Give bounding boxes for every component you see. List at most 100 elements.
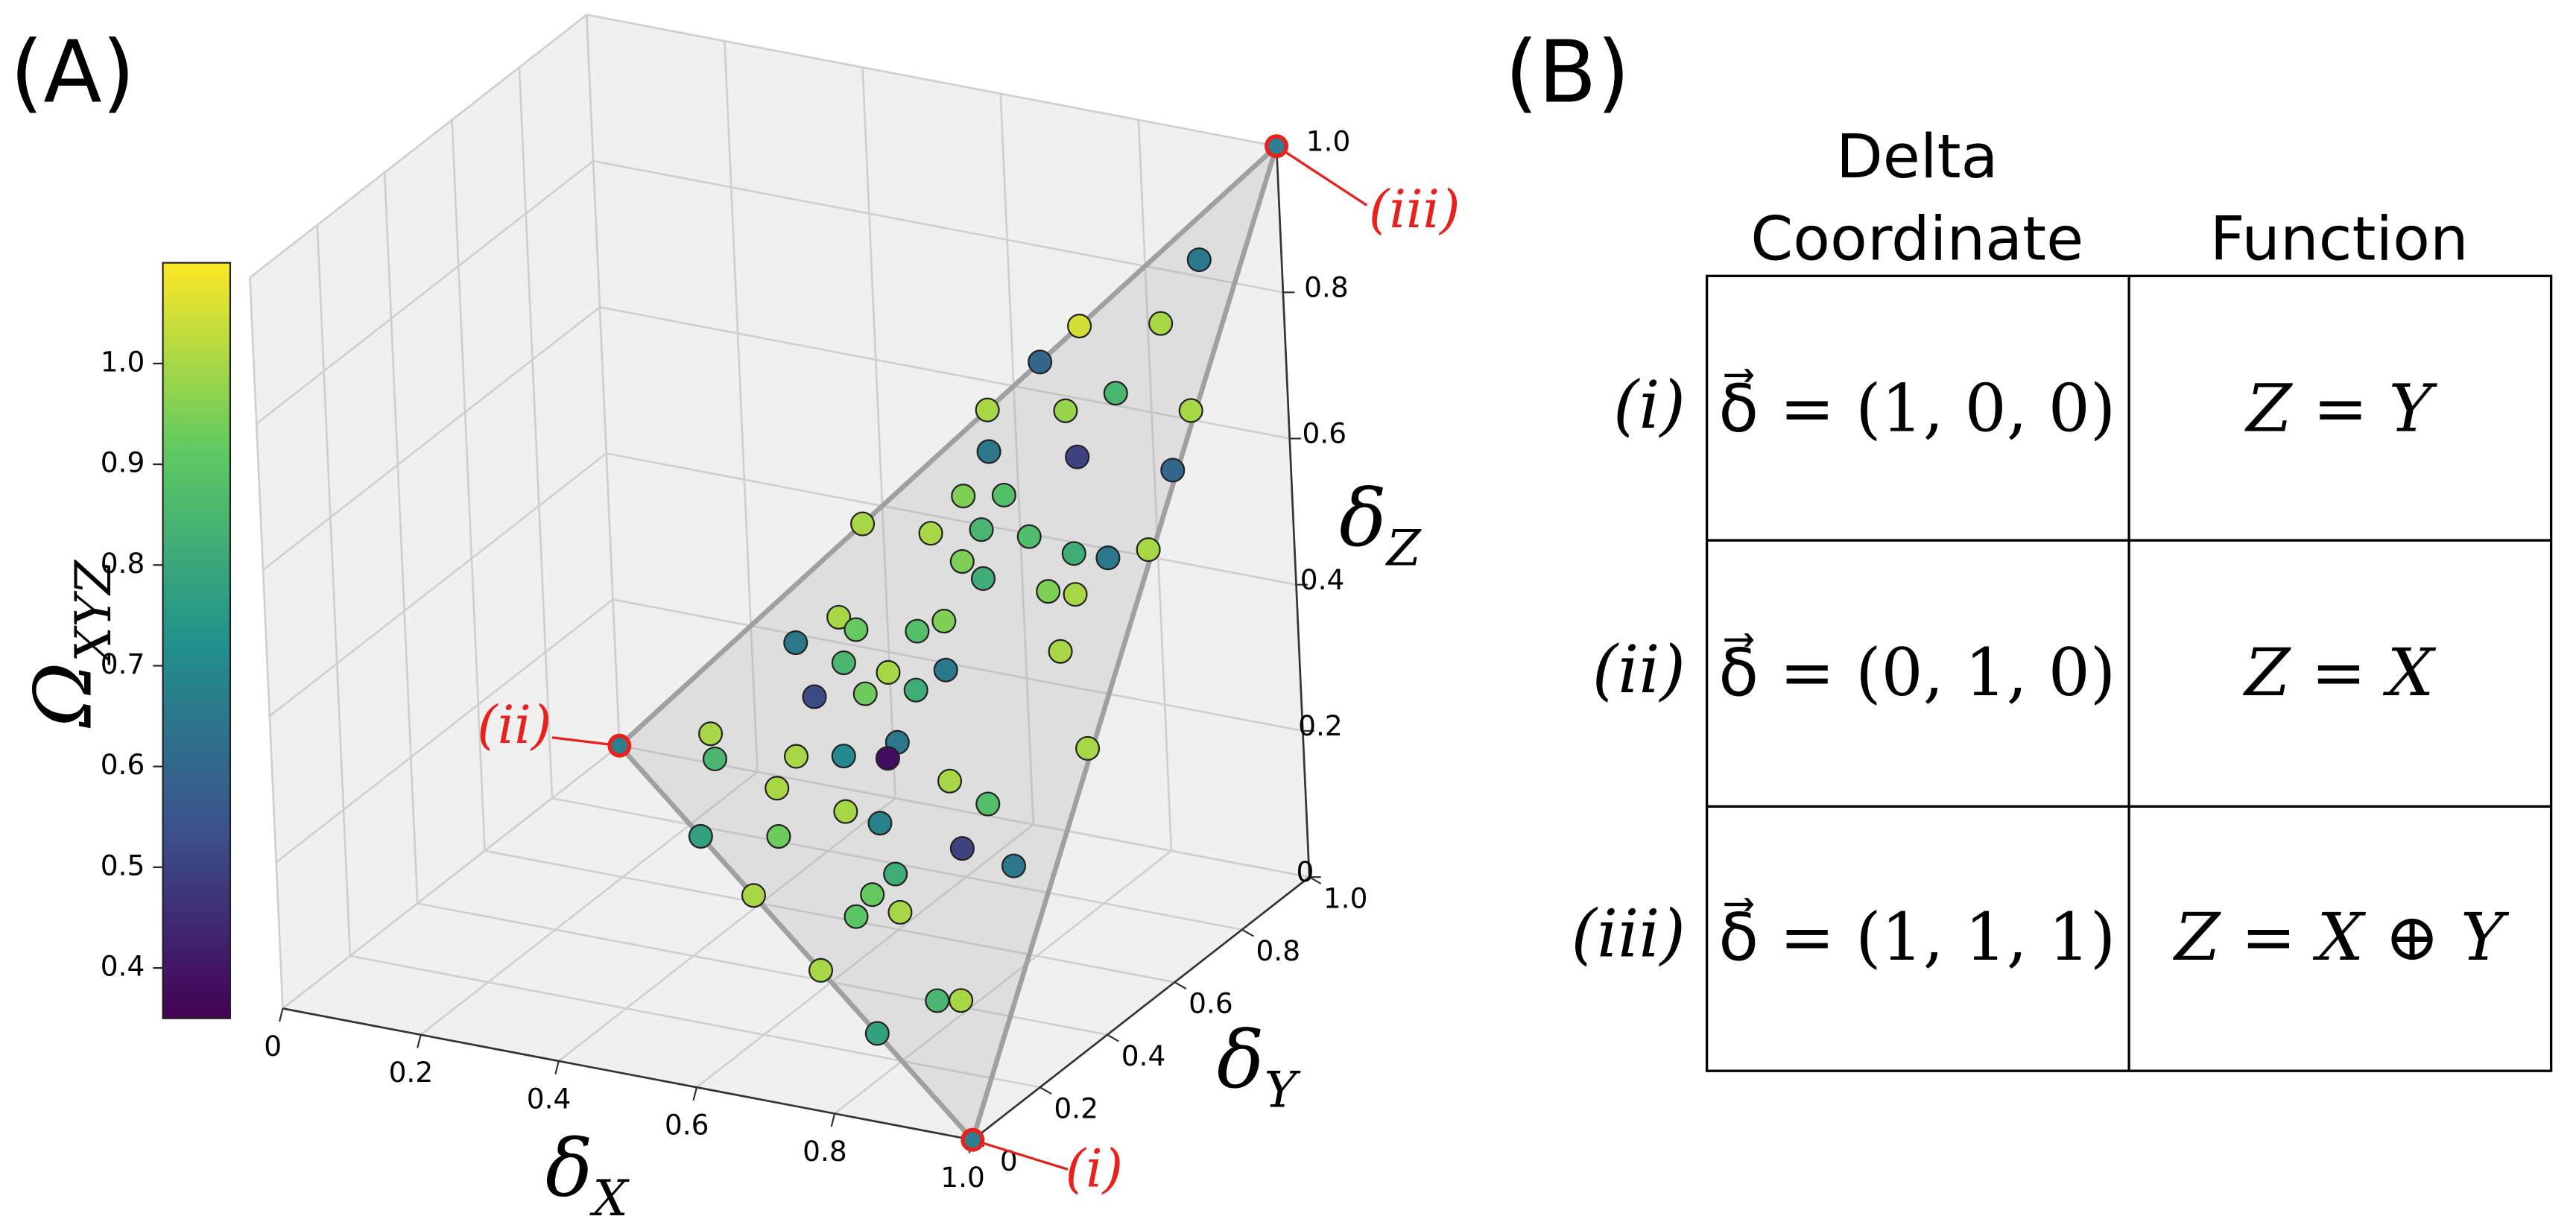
y-tick-label: 1.0 [1323, 881, 1368, 914]
grid-line [557, 797, 896, 1063]
row-label: (i) [1613, 367, 1686, 443]
colorbar-tick-label: 1.0 [101, 345, 145, 378]
annotation-line [1276, 145, 1368, 206]
point [844, 904, 869, 929]
point [949, 549, 975, 574]
row-label: (ii) [1592, 631, 1686, 708]
tick-mark [1107, 1033, 1120, 1042]
point [933, 657, 958, 683]
x-axis-label-subscript: X [589, 1170, 630, 1222]
point [1095, 545, 1121, 571]
tick-mark [1174, 981, 1187, 990]
point [925, 988, 950, 1013]
point [918, 521, 943, 546]
point [949, 836, 975, 861]
point [991, 482, 1016, 508]
cell: Z = Y [2244, 370, 2438, 446]
point [784, 744, 809, 769]
grid-line [696, 823, 1034, 1089]
x-axis [282, 1007, 973, 1142]
y-axis-label: δY [1217, 1014, 1301, 1118]
point [741, 883, 766, 908]
grid-line [1137, 119, 1173, 851]
point [831, 744, 856, 769]
point [860, 882, 885, 908]
point [1065, 444, 1090, 469]
point [883, 861, 908, 887]
point [802, 684, 827, 709]
z-tick-label: 1.0 [1306, 124, 1351, 157]
point [905, 618, 930, 644]
point [970, 566, 996, 591]
point [1036, 579, 1061, 604]
vertex-marker [1265, 134, 1289, 159]
point [1136, 537, 1161, 563]
point [887, 899, 913, 925]
x-axis-label-symbol: δ [545, 1123, 593, 1215]
x-tick-label: 0.6 [665, 1109, 709, 1142]
point [1148, 311, 1174, 336]
grid-line [269, 452, 607, 718]
tick-mark [830, 1113, 836, 1127]
z-tick-label: 0.2 [1298, 709, 1343, 742]
annotation: (ii) [477, 694, 551, 756]
point [1178, 398, 1203, 423]
panel-label: (B) [1504, 24, 1630, 123]
point [831, 650, 856, 676]
point [702, 746, 727, 772]
header-cell: Delta [1836, 121, 1999, 192]
point [975, 397, 1000, 422]
point [867, 811, 893, 836]
cell: δ⃗ = (1, 1, 1) [1718, 898, 2115, 975]
grid-line [518, 67, 554, 799]
y-tick-label: 0.8 [1256, 934, 1300, 967]
point [852, 681, 878, 706]
point [976, 439, 1001, 464]
point [969, 517, 994, 542]
grid-line [834, 849, 1172, 1115]
x-tick-label: 0.4 [527, 1082, 572, 1115]
point [864, 1021, 890, 1046]
point [1063, 582, 1088, 607]
cell: δ⃗ = (0, 1, 0) [1718, 633, 2115, 711]
header-cell: Function [2210, 203, 2469, 274]
colorbar-label-symbol: Ω [18, 662, 110, 729]
point [876, 659, 901, 685]
z-axis [1275, 146, 1311, 878]
cell: δ⃗ = (1, 0, 0) [1718, 369, 2115, 446]
colorbar-tick-label: 0.7 [101, 648, 145, 680]
z-tick-label: 0 [1297, 855, 1314, 888]
y-axis-label-subscript: Y [1265, 1062, 1301, 1119]
x-axis-label: δX [545, 1123, 630, 1222]
tick-mark [1039, 1086, 1052, 1095]
grid-line [999, 93, 1035, 825]
point [826, 604, 852, 630]
point [931, 609, 957, 634]
point [875, 746, 900, 771]
y-axis-label-symbol: δ [1217, 1014, 1265, 1106]
y-tick-label: 0.6 [1189, 987, 1233, 1020]
point [688, 823, 713, 849]
x-tick-label: 1.0 [940, 1161, 985, 1194]
point [1075, 735, 1101, 761]
point [1160, 458, 1186, 483]
cell: Z = X [2242, 634, 2436, 711]
x-tick-label: 0 [264, 1030, 282, 1063]
grid-line [724, 41, 759, 773]
point [808, 957, 834, 983]
grid-line [586, 13, 1277, 148]
grid-line [249, 13, 588, 279]
z-axis-label-subscript: Z [1385, 519, 1422, 577]
point [1048, 639, 1073, 664]
point [1028, 349, 1053, 375]
grid-line [619, 744, 1310, 878]
tick-mark [1241, 928, 1254, 937]
point [937, 768, 963, 794]
colorbar-tick-label: 0.8 [101, 547, 145, 580]
tick-mark [278, 1008, 284, 1022]
colorbar-tick-label: 0.6 [101, 748, 145, 781]
z-tick-label: 0.6 [1302, 417, 1346, 450]
grid-line [599, 306, 1290, 440]
annotation: (i) [1066, 1138, 1124, 1199]
vertex-marker [961, 1127, 985, 1152]
